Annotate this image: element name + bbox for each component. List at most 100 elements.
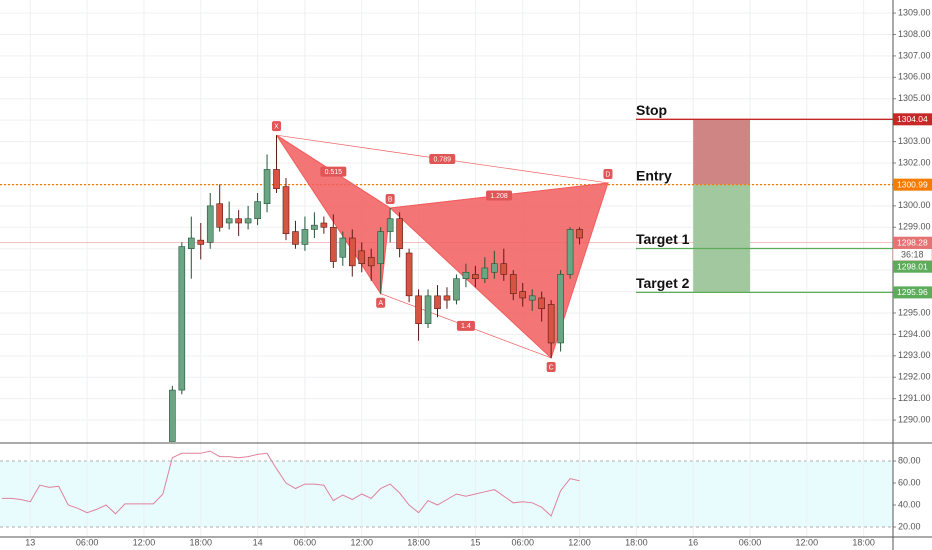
point-label: D [605,171,610,178]
price-tag [893,260,932,273]
candle-body [187,237,195,250]
candle-body [434,295,441,309]
candle-body [330,226,337,262]
level-name: Target 1 [636,231,690,247]
ratio-box [320,166,347,177]
price-axis-bg [893,0,932,550]
level-name: Stop [636,102,667,118]
candle-body [415,295,422,324]
candle-body [339,237,347,258]
price-tag [893,236,932,249]
x-tick-label: 06:00 [294,537,317,547]
ratio-box [486,190,513,201]
point-box [546,361,556,372]
candle-body [453,278,460,301]
candle-body [443,295,451,301]
y-tick-label: 1299.00 [898,222,931,232]
ratio-label: 0.515 [325,169,343,176]
point-box [376,297,386,308]
rsi-tick-label: 40.00 [898,499,921,509]
y-tick-label: 1308.00 [898,29,931,39]
x-tick-label: 14 [253,537,263,547]
point-label: A [378,300,383,307]
candle-body [557,274,564,344]
y-tick-label: 1300.00 [898,200,931,210]
y-tick-label: 1295.00 [898,307,931,317]
candle-body [282,186,290,235]
y-tick-label: 1291.00 [898,393,931,403]
candle-body [225,218,233,224]
price-tag [893,286,932,299]
x-tick-label: 13 [25,537,35,547]
rsi-tick-label: 80.00 [898,455,921,465]
point-box [272,121,282,132]
y-tick-label: 1307.00 [898,50,931,60]
candle-body [235,218,242,224]
x-tick-label: 18:00 [407,537,430,547]
candle-body [197,239,205,245]
point-label: X [274,124,279,131]
price-tag [893,178,932,191]
x-tick-label: 12:00 [796,537,819,547]
y-tick-label: 1290.00 [898,414,931,424]
rsi-tick-label: 60.00 [898,477,921,487]
point-box [385,194,395,205]
y-tick-label: 1294.00 [898,329,931,339]
y-tick-label: 1292.00 [898,372,931,382]
candle-body [348,237,356,267]
profit-zone [693,184,751,293]
rsi-line [1,450,580,517]
x-tick-label: 12:00 [133,537,156,547]
candle-body [244,218,252,224]
price-tag-label: 1298.01 [897,261,928,271]
candle-body [311,224,318,230]
ratio-label: 0.789 [433,156,451,163]
candle-body [519,291,527,299]
candle-body [206,205,214,243]
x-tick-label: 15 [470,537,480,547]
point-box [603,168,613,179]
candle-body [547,304,555,344]
candle-body [292,231,299,245]
candle-body [462,271,470,279]
point-label: C [549,364,554,371]
y-tick-label: 1305.00 [898,93,931,103]
x-tick-label: 06:00 [739,537,762,547]
candle-body [538,297,545,309]
candle-body [528,295,536,301]
candle-body [377,231,384,265]
y-tick-label: 1293.00 [898,350,931,360]
x-tick-label: 18:00 [852,537,875,547]
rsi-band [0,461,893,527]
candle-body [576,229,583,239]
candle-body [169,389,176,442]
price-tag [893,113,932,126]
countdown-label: 36:18 [901,250,924,260]
candle-body [386,218,394,232]
x-tick-label: 18:00 [189,537,212,547]
candle-body [320,222,328,228]
candle-body [396,218,403,250]
x-tick-label: 16 [688,537,698,547]
candle-body [566,229,574,275]
candle-body [367,256,375,267]
x-tick-label: 12:00 [568,537,591,547]
candle-body [216,203,223,228]
price-tag-label: 1304.04 [897,114,928,124]
x-tick-label: 06:00 [511,537,534,547]
x-tick-label: 12:00 [350,537,373,547]
candle-body [509,274,517,294]
candle-body [424,295,432,324]
y-tick-label: 1302.00 [898,157,931,167]
y-tick-label: 1309.00 [898,7,931,17]
candle-body [263,169,271,205]
candle-body [500,263,508,275]
price-tag-label: 1300.99 [897,179,928,189]
price-tag-label: 1295.96 [897,287,928,297]
loss-zone [693,119,751,185]
ratio-label: 1.4 [461,323,471,330]
price-tag-label: 1298.28 [897,237,928,247]
x-tick-label: 18:00 [625,537,648,547]
ratio-box [429,154,456,165]
